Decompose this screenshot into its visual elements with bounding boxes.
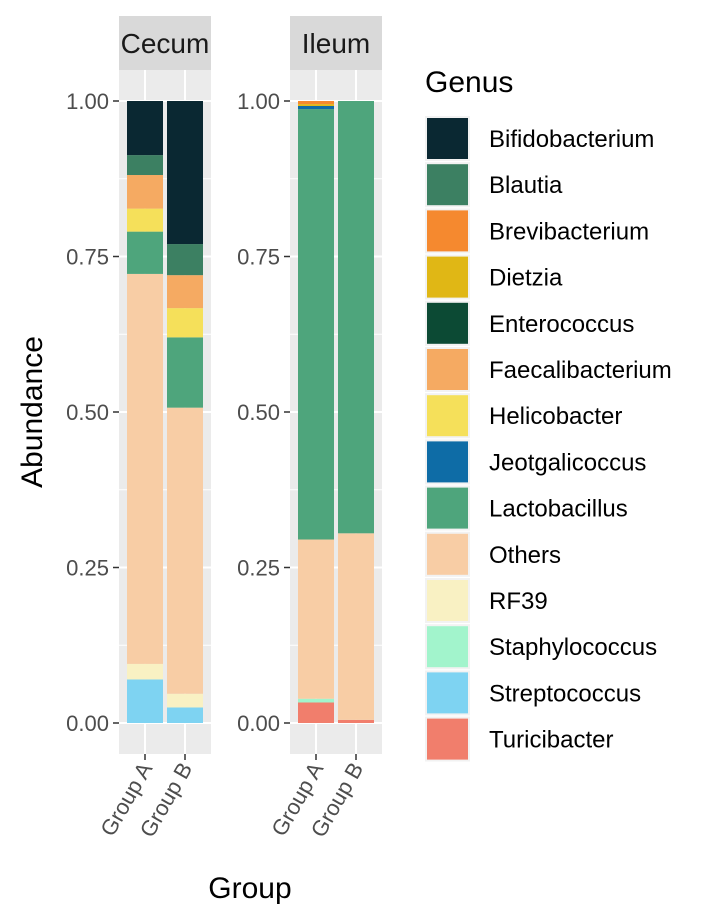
legend-swatch-bifidobacterium bbox=[427, 118, 468, 159]
bar-segment-faecalibacterium bbox=[127, 175, 163, 209]
legend-label-helicobacter: Helicobacter bbox=[489, 403, 622, 430]
legend-label-dietzia: Dietzia bbox=[489, 265, 563, 292]
legend-label-jeotgalicoccus: Jeotgalicoccus bbox=[489, 449, 646, 476]
bars bbox=[127, 101, 374, 723]
legend-label-turicibacter: Turicibacter bbox=[489, 727, 613, 754]
bar-segment-lactobacillus bbox=[338, 101, 374, 534]
bar-segment-streptococcus bbox=[167, 707, 203, 723]
bar-segment-lactobacillus bbox=[127, 231, 163, 274]
y-tick-label: 0.00 bbox=[66, 711, 109, 736]
bar-segment-others bbox=[338, 533, 374, 720]
bar-segment-helicobacter bbox=[167, 308, 203, 338]
legend-swatch-rf39 bbox=[427, 580, 468, 621]
bar-segment-brevibacterium bbox=[298, 101, 334, 105]
bar-segment-staphylococcus bbox=[298, 698, 334, 703]
bar-segment-jeotgalicoccus bbox=[298, 105, 334, 110]
legend-swatch-dietzia bbox=[427, 256, 468, 298]
legend-swatch-lactobacillus bbox=[427, 487, 468, 529]
y-tick-label: 0.25 bbox=[66, 556, 109, 581]
legend-title: Genus bbox=[425, 66, 513, 99]
bar-segment-lactobacillus bbox=[298, 109, 334, 540]
legend-swatch-others bbox=[427, 533, 468, 575]
y-tick-label: 0.00 bbox=[237, 711, 280, 736]
legend-swatch-helicobacter bbox=[427, 395, 468, 437]
y-tick-label: 1.00 bbox=[237, 89, 280, 114]
legend-label-rf39: RF39 bbox=[489, 588, 548, 615]
bar-segment-turicibacter bbox=[338, 719, 374, 723]
legend-swatch-blautia bbox=[427, 164, 468, 206]
y-tick-label: 0.75 bbox=[237, 245, 280, 270]
legend-label-staphylococcus: Staphylococcus bbox=[489, 634, 657, 661]
legend: Bifidobacterium Blautia Brevibacterium Diet… bbox=[425, 116, 672, 762]
bar-segment-dietzia bbox=[298, 104, 334, 106]
bar-segment-blautia bbox=[167, 244, 203, 276]
legend-swatch-staphylococcus bbox=[427, 626, 468, 668]
facet-strip-cecum bbox=[119, 16, 211, 70]
bar-segment-turicibacter bbox=[298, 702, 334, 723]
legend-label-brevibacterium: Brevibacterium bbox=[489, 218, 649, 245]
legend-label-others: Others bbox=[489, 542, 561, 569]
bar-segment-blautia bbox=[127, 155, 163, 176]
bar-segment-rf39 bbox=[167, 693, 203, 708]
legend-swatch-brevibacterium bbox=[427, 210, 468, 252]
bar-segment-rf39 bbox=[127, 663, 163, 680]
legend-label-lactobacillus: Lactobacillus bbox=[489, 496, 628, 523]
bar-segment-streptococcus bbox=[127, 679, 163, 723]
bar-segment-helicobacter bbox=[127, 208, 163, 232]
facet-strip-ileum bbox=[290, 16, 382, 70]
facet-label-ileum: Ileum bbox=[302, 28, 370, 59]
legend-swatch-faecalibacterium bbox=[427, 349, 468, 390]
bar-segment-lactobacillus bbox=[167, 337, 203, 408]
x-axis-title: Group bbox=[208, 872, 291, 905]
legend-swatch-streptococcus bbox=[427, 672, 468, 714]
y-tick-label: 0.25 bbox=[237, 556, 280, 581]
y-tick-label: 0.75 bbox=[66, 245, 109, 270]
bar-segment-others bbox=[127, 273, 163, 664]
bar-segment-others bbox=[167, 407, 203, 694]
legend-label-faecalibacterium: Faecalibacterium bbox=[489, 357, 672, 384]
legend-label-blautia: Blautia bbox=[489, 172, 563, 199]
legend-label-streptococcus: Streptococcus bbox=[489, 680, 641, 707]
legend-swatch-jeotgalicoccus bbox=[427, 441, 468, 483]
legend-label-enterococcus: Enterococcus bbox=[489, 311, 634, 338]
bar-segment-others bbox=[298, 539, 334, 699]
legend-label-bifidobacterium: Bifidobacterium bbox=[489, 126, 654, 153]
y-axis-title: Abundance bbox=[16, 336, 49, 488]
facet-label-cecum: Cecum bbox=[121, 28, 210, 59]
legend-swatch-turicibacter bbox=[427, 718, 468, 760]
bar-segment-faecalibacterium bbox=[167, 275, 203, 309]
bar-segment-bifidobacterium bbox=[167, 101, 203, 245]
y-tick-label: 0.50 bbox=[237, 400, 280, 425]
y-tick-label: 0.50 bbox=[66, 400, 109, 425]
bar-segment-bifidobacterium bbox=[127, 101, 163, 156]
legend-swatch-enterococcus bbox=[427, 302, 468, 344]
y-tick-label: 1.00 bbox=[66, 89, 109, 114]
